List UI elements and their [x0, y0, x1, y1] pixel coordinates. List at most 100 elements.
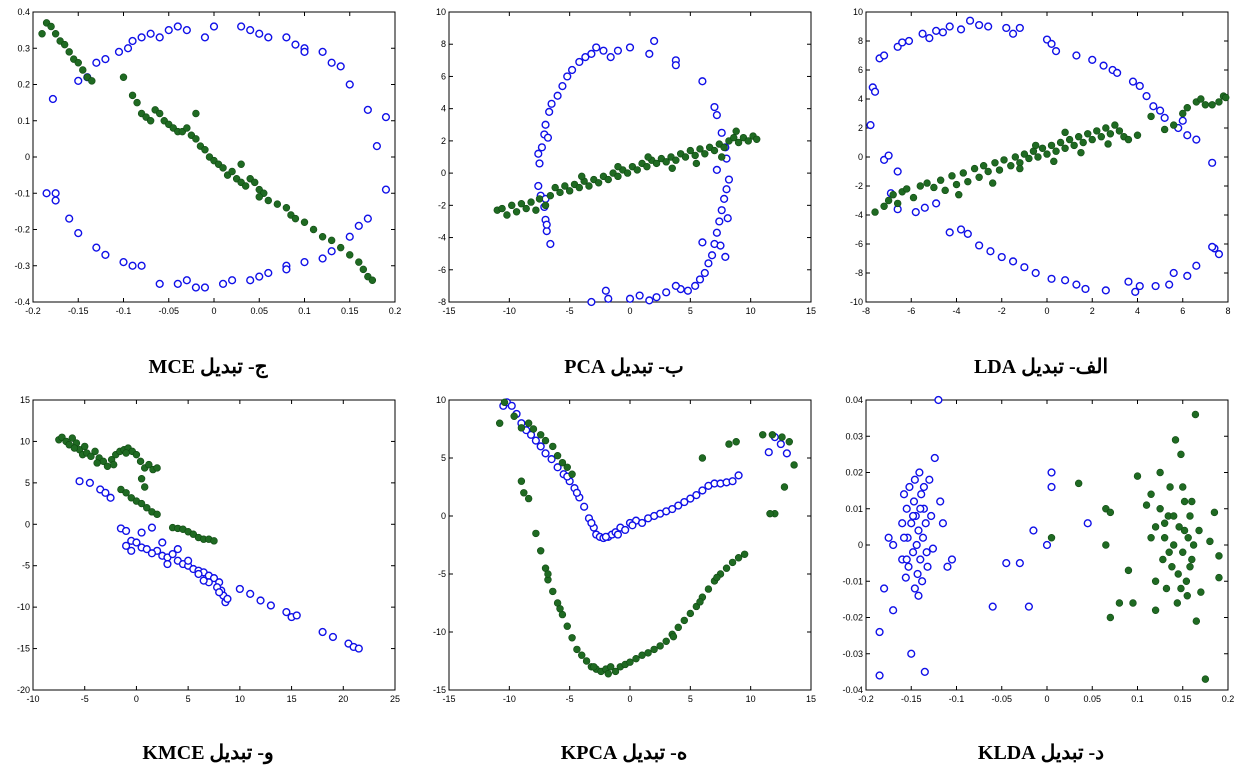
data-point — [87, 452, 95, 461]
data-point — [1051, 47, 1061, 56]
data-point — [1178, 116, 1187, 125]
data-point — [904, 36, 914, 46]
data-point — [549, 587, 557, 596]
data-point — [1093, 127, 1101, 135]
x-tick-label: -2 — [998, 306, 1006, 316]
data-point — [914, 526, 923, 535]
data-point — [200, 283, 210, 292]
data-point — [1215, 98, 1223, 106]
data-point — [899, 490, 909, 499]
y-tick-label: -0.03 — [842, 649, 863, 659]
data-point — [81, 442, 89, 451]
data-point — [223, 594, 232, 603]
data-point — [1029, 526, 1038, 535]
data-point — [686, 146, 695, 155]
data-point — [923, 562, 932, 571]
y-tick-label: -0.3 — [14, 261, 30, 271]
data-point — [1201, 675, 1210, 683]
data-point — [587, 297, 596, 307]
data-point — [264, 33, 273, 42]
data-point — [943, 562, 952, 571]
data-point — [674, 501, 683, 510]
data-point — [904, 562, 913, 571]
data-point — [128, 91, 137, 100]
data-point — [517, 424, 526, 432]
y-tick-label: 10 — [436, 395, 446, 405]
data-point — [871, 208, 879, 216]
data-point — [1099, 61, 1108, 70]
data-point — [698, 486, 707, 495]
data-point — [1183, 131, 1192, 140]
x-tick-label: 10 — [235, 694, 245, 704]
data-point — [563, 72, 572, 81]
data-point — [1088, 135, 1096, 144]
data-point — [1104, 140, 1112, 148]
data-point — [918, 533, 928, 542]
data-point — [1072, 280, 1081, 289]
y-tick-label: 10 — [853, 7, 863, 17]
panel-mce: -0.2 -0.15 -0.1 -0.05 0 0.05 0.1 0.15 0.2 -0.4 -0.… — [0, 0, 416, 387]
data-point — [880, 202, 888, 211]
y-tick-label: -0.2 — [14, 225, 30, 235]
data-point — [1083, 519, 1092, 528]
data-point — [1170, 512, 1178, 520]
data-point — [567, 65, 577, 75]
data-point — [652, 293, 661, 302]
data-point — [145, 460, 153, 469]
data-point — [1162, 584, 1171, 593]
x-tick-label: 6 — [1180, 306, 1185, 316]
plot-frame — [32, 399, 396, 691]
x-tick-label: 0.1 — [298, 306, 311, 316]
data-point — [932, 199, 941, 208]
y-tick-label: 6 — [441, 71, 446, 81]
data-point — [916, 182, 925, 190]
series-filled-circles — [55, 433, 218, 545]
x-tick-label: 10 — [746, 306, 756, 316]
data-point — [1020, 150, 1029, 158]
data-point — [327, 58, 336, 67]
data-point — [698, 77, 707, 86]
data-point — [42, 189, 51, 198]
data-point — [662, 637, 670, 645]
data-point — [884, 151, 893, 160]
data-point — [1050, 157, 1058, 166]
data-point — [909, 193, 918, 202]
data-point — [712, 228, 721, 237]
data-point — [768, 431, 777, 439]
data-point — [372, 142, 382, 151]
data-point — [529, 425, 538, 433]
data-point — [1135, 81, 1144, 91]
data-point — [625, 294, 635, 303]
data-point — [916, 504, 925, 513]
data-point — [291, 214, 300, 223]
data-point — [1156, 106, 1165, 115]
data-point — [182, 26, 191, 35]
data-point — [975, 241, 984, 250]
y-tick-label: 0.1 — [17, 116, 30, 126]
data-point — [51, 189, 60, 198]
y-tick-label: -4 — [438, 233, 446, 243]
data-point — [256, 596, 265, 605]
data-point — [1179, 109, 1187, 118]
data-point — [228, 276, 237, 285]
x-tick-label: -5 — [566, 306, 574, 316]
data-point — [537, 547, 545, 555]
data-point — [938, 519, 948, 528]
data-point — [575, 57, 584, 67]
data-point — [587, 49, 596, 58]
data-point — [558, 458, 567, 467]
data-point — [1210, 508, 1219, 517]
x-tick-label: 5 — [688, 694, 693, 704]
data-point — [137, 528, 146, 537]
data-point — [88, 77, 96, 85]
data-point — [1020, 263, 1029, 272]
y-tick-label: 0.02 — [845, 468, 863, 478]
data-point — [1124, 135, 1133, 144]
series-open-circles — [875, 395, 1092, 680]
data-point — [114, 47, 124, 56]
y-tick-label: 0 — [858, 152, 863, 162]
data-point — [662, 288, 671, 297]
data-point — [997, 252, 1006, 262]
y-tick-label: -0.4 — [14, 297, 30, 307]
y-tick-label: -10 — [850, 297, 863, 307]
